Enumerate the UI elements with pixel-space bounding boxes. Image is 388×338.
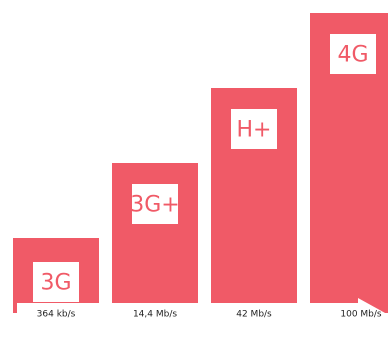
generation-label-box-4g [330,34,376,74]
generation-label-box-3g [33,262,79,302]
speed-label-3g: 364 kb/s [37,310,76,320]
speed-label-h-plus: 42 Mb/s [236,310,272,320]
generation-label-3g-plus: 3G+ [130,193,179,218]
generation-label-4g: 4G [337,43,368,68]
labels-group: 3G 3G+ H+ 4G 364 kb/s 14,4 Mb/s 42 Mb/s 100 Mb/… [33,34,382,320]
speed-label-3g-plus: 14,4 Mb/s [133,310,177,320]
speed-arrow-group [17,298,386,329]
generation-label-h-plus: H+ [237,118,272,143]
speed-label-4g: 100 Mb/s [340,310,382,320]
generation-label-3g: 3G [40,271,71,296]
generation-label-box-3g-plus [132,184,178,224]
generation-label-box-h-plus [231,109,277,149]
speed-arrow [17,298,386,329]
